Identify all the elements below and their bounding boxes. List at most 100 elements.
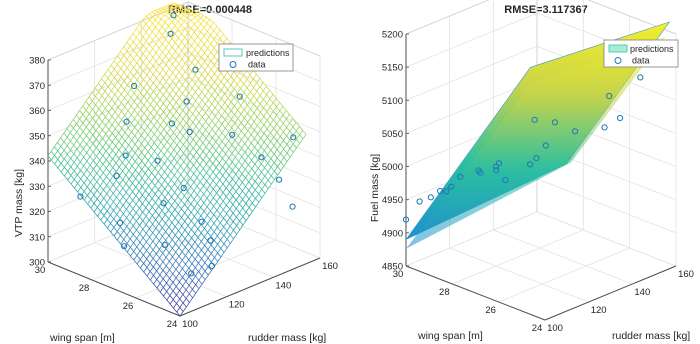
mesh-line	[199, 184, 211, 201]
mesh-line	[242, 70, 254, 86]
mesh-line	[256, 99, 271, 117]
mesh-line	[127, 110, 142, 127]
mesh-line	[74, 187, 88, 205]
mesh-line	[140, 267, 154, 285]
mesh-line	[187, 254, 199, 270]
mesh-line	[101, 150, 113, 166]
mesh-line	[122, 153, 136, 171]
mesh-line	[164, 197, 179, 214]
mesh-line	[217, 123, 229, 139]
mesh-line	[221, 100, 233, 116]
mesh-line	[114, 166, 126, 182]
mesh-line	[143, 89, 155, 106]
mesh-line	[181, 33, 195, 50]
mesh-line	[145, 14, 160, 32]
mesh-line	[210, 60, 225, 78]
mesh-line	[134, 101, 148, 118]
mesh-line	[189, 145, 201, 162]
grid-line	[135, 239, 277, 299]
mesh-line	[180, 10, 195, 17]
data-point	[617, 114, 624, 122]
mesh-line	[136, 108, 148, 125]
mesh-line	[178, 71, 193, 89]
mesh-line	[184, 250, 196, 266]
mesh-line	[99, 151, 114, 168]
data-point	[208, 262, 215, 269]
z-tick-labels: 300 310 320 330 340 350 360 370 380	[29, 56, 51, 269]
mesh-line	[188, 233, 202, 251]
mesh-line	[180, 246, 192, 262]
mesh-line	[158, 24, 170, 40]
mesh-line	[82, 105, 97, 123]
mesh-line	[151, 43, 163, 59]
mesh-line	[120, 228, 132, 245]
mesh-line	[170, 3, 185, 10]
mesh-line	[88, 96, 103, 114]
data-point	[437, 187, 444, 195]
mesh-line	[206, 26, 218, 42]
fuel-surface-plot: RMSE=3.117367 4850 4900 4950 5000 5050 5100 51…	[369, 0, 694, 342]
mesh-line	[120, 85, 135, 102]
mesh-line	[244, 128, 256, 144]
mesh-line	[159, 274, 174, 292]
mesh-line	[129, 213, 144, 230]
mesh-line	[165, 265, 180, 283]
mesh-line	[90, 192, 102, 209]
mesh-line	[181, 52, 193, 68]
mesh-line	[102, 123, 114, 139]
mesh-line	[261, 148, 273, 164]
mesh-line	[121, 174, 133, 190]
mesh-line	[103, 208, 115, 225]
mesh-line	[153, 268, 165, 285]
x-tick-labels: 100 120 140 160	[182, 261, 338, 330]
y-axis-label: wing span [m]	[49, 332, 115, 344]
mesh-line	[118, 124, 132, 141]
x-axis-line	[544, 265, 677, 321]
mesh-line	[194, 258, 209, 276]
mesh-line	[186, 11, 198, 18]
legend-label-predictions: predictions	[630, 44, 674, 54]
mesh-line	[83, 174, 98, 191]
mesh-line	[162, 94, 177, 112]
legend-label-data: data	[248, 60, 266, 70]
mesh-line	[193, 15, 208, 32]
mesh-line	[165, 32, 177, 48]
mesh-line	[115, 139, 127, 155]
mesh-line	[201, 243, 213, 259]
mesh-line	[153, 108, 168, 125]
mesh-line	[196, 151, 210, 169]
mesh-line	[263, 90, 277, 108]
mesh-line	[126, 42, 141, 59]
mesh-line	[157, 172, 172, 189]
mesh-line	[200, 40, 215, 57]
mesh-line	[168, 51, 183, 68]
mesh-line	[241, 156, 256, 174]
mesh-line	[224, 110, 239, 128]
mesh-line	[128, 155, 140, 171]
mesh-line	[132, 174, 146, 191]
mesh-line	[171, 234, 183, 250]
mesh-line	[161, 26, 176, 43]
mesh-line	[147, 206, 159, 222]
x-tick-label: 160	[678, 269, 694, 280]
mesh-line	[231, 112, 243, 128]
mesh-line	[120, 61, 132, 78]
mesh-line	[140, 252, 152, 269]
mesh-line	[191, 53, 206, 71]
mesh-line	[185, 62, 199, 80]
mesh-line	[164, 226, 176, 242]
mesh-line	[204, 247, 216, 263]
mesh-line	[159, 65, 173, 82]
mesh-line	[136, 248, 148, 265]
data-point	[495, 160, 503, 167]
mesh-line	[217, 85, 232, 103]
mesh-line	[132, 208, 147, 225]
mesh-line	[92, 126, 107, 143]
mesh-line	[123, 92, 135, 109]
mesh-line	[116, 84, 128, 101]
mesh-line	[174, 183, 188, 201]
mesh-line	[133, 242, 147, 260]
mesh-line	[171, 14, 185, 30]
x-tick-label: 120	[591, 305, 607, 316]
mesh-line	[171, 207, 183, 223]
